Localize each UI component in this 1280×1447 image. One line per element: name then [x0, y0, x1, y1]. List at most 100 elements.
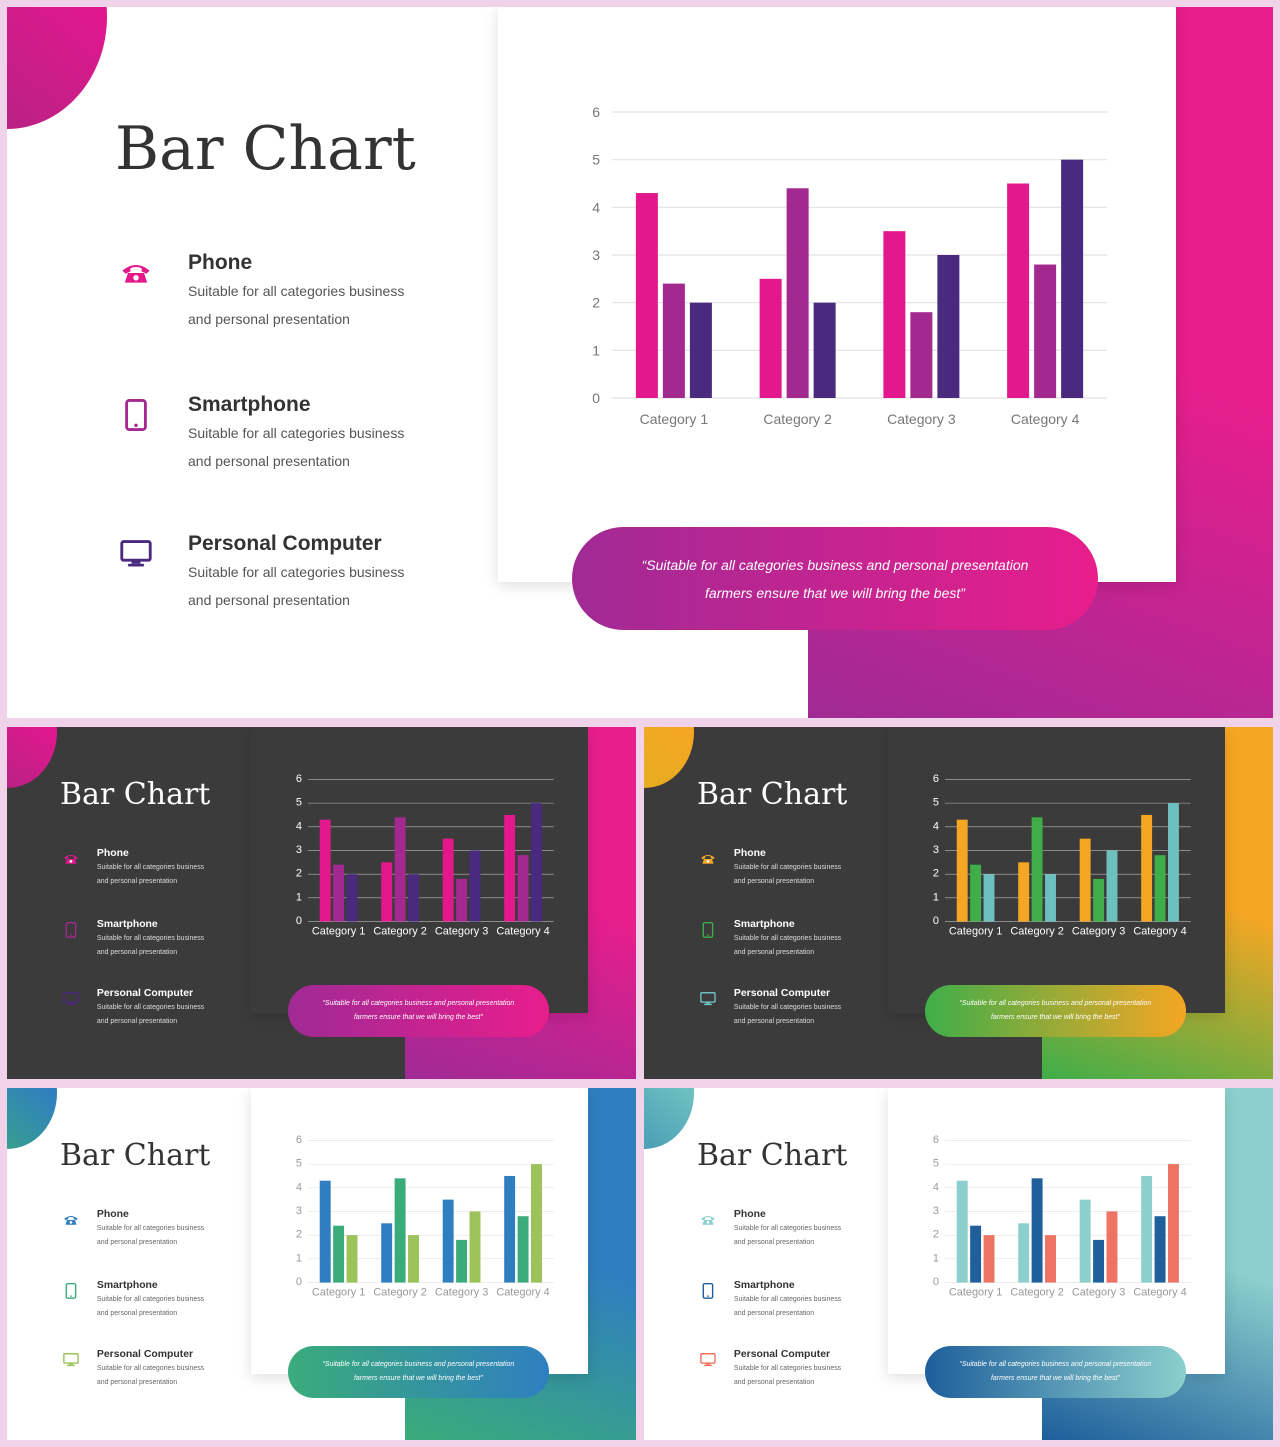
bar [689, 302, 712, 398]
bar [469, 1211, 481, 1283]
y-tick-label: 0 [296, 915, 302, 927]
x-tick-label: Category 4 [1133, 925, 1186, 937]
y-tick-label: 6 [933, 773, 939, 785]
bar [969, 864, 981, 922]
bar [394, 817, 406, 922]
bar [442, 1199, 454, 1283]
feature-description-line-1: Suitable for all categories business [96, 1364, 205, 1372]
y-tick-label: 6 [933, 1134, 939, 1146]
bar [346, 1234, 358, 1283]
feature-name: Phone [188, 251, 253, 274]
quote-pill: “Suitable for all categories business an… [287, 1346, 550, 1398]
corner-circle [7, 1088, 57, 1149]
feature-description-line-1: Suitable for all categories business [96, 1003, 205, 1011]
bar [380, 1223, 392, 1283]
slide-title: Bar Chart [115, 114, 416, 184]
bar [1061, 159, 1084, 398]
x-tick-label: Category 2 [1010, 925, 1063, 937]
y-tick-label: 5 [592, 152, 600, 168]
feature-name: Smartphone [733, 1279, 795, 1291]
y-tick-label: 4 [933, 1181, 939, 1193]
quote-line-1: “Suitable for all categories business an… [322, 1000, 515, 1008]
bar-chart: 0 1 2 3 4 5 6 Category 1 Category 2 Category 3 Cat… [933, 1134, 1191, 1298]
quote-pill: “Suitable for all categories business an… [572, 527, 1098, 630]
feature-description-line-2: and personal presentation [96, 948, 178, 956]
y-tick-label: 6 [592, 104, 600, 120]
bar [1092, 1239, 1104, 1283]
feature-description-line-1: Suitable for all categories business [733, 1295, 842, 1303]
y-tick-label: 2 [592, 295, 600, 311]
y-tick-label: 0 [933, 1276, 939, 1288]
feature-description-line-2: and personal presentation [96, 1239, 178, 1247]
slide-title: Bar Chart [697, 777, 848, 812]
bar [1154, 854, 1166, 922]
y-tick-label: 3 [296, 1205, 302, 1217]
feature-name: Personal Computer [96, 1348, 194, 1360]
y-tick-label: 1 [592, 342, 600, 358]
bar [1092, 878, 1104, 922]
y-tick-label: 2 [296, 1228, 302, 1240]
monitor-icon [63, 1352, 79, 1368]
x-tick-label: Category 2 [373, 1286, 426, 1298]
bar [662, 283, 685, 398]
y-tick-label: 1 [296, 1252, 302, 1264]
quote-line-2: farmers ensure that we will bring the be… [353, 1374, 483, 1382]
bar [503, 814, 515, 922]
bar [332, 1225, 344, 1283]
x-tick-label: Category 1 [640, 411, 709, 427]
bar [1167, 802, 1179, 922]
slide-title: Bar Chart [60, 1138, 211, 1173]
feature-description-line-1: Suitable for all categories business [96, 1225, 205, 1233]
feature-description-line-2: and personal presentation [733, 948, 815, 956]
quote-line-2: farmers ensure that we will bring the be… [705, 584, 965, 601]
feature-description-line-2: and personal presentation [733, 1017, 815, 1025]
quote-pill: “Suitable for all categories business an… [924, 985, 1187, 1037]
phone-icon [63, 1212, 79, 1228]
bar [786, 188, 809, 398]
feature-description-line-1: Suitable for all categories business [733, 1364, 842, 1372]
bar [956, 1180, 968, 1283]
y-tick-label: 5 [296, 796, 302, 808]
smartphone-icon [63, 1282, 79, 1299]
bar-chart: 0 1 2 3 4 5 6 Category 1 Category 2 Category 3 Cat… [933, 773, 1191, 937]
bar [1007, 183, 1030, 398]
feature-name: Smartphone [96, 918, 158, 930]
phone-icon [700, 1212, 716, 1228]
feature-description-line-1: Suitable for all categories business [96, 1295, 205, 1303]
quote-line-2: farmers ensure that we will bring the be… [990, 1374, 1120, 1382]
bar-chart: 0 1 2 3 4 5 6 Category 1 Category 2 Category 3 Cat… [296, 773, 554, 937]
bar [1167, 1163, 1179, 1283]
y-tick-label: 3 [933, 844, 939, 856]
slide-2: Bar Chart Phone Suitable for all categorie… [7, 727, 636, 1079]
x-tick-label: Category 3 [435, 925, 488, 937]
y-tick-label: 5 [933, 1157, 939, 1169]
feature-description-line-1: Suitable for all categories business [96, 934, 205, 942]
phone-icon [700, 851, 716, 867]
quote-line-1: “Suitable for all categories business an… [322, 1361, 515, 1369]
x-tick-label: Category 4 [496, 925, 549, 937]
bar [1079, 1199, 1091, 1283]
bar [983, 1234, 995, 1283]
y-tick-label: 3 [592, 247, 600, 263]
x-tick-label: Category 4 [1133, 1286, 1186, 1298]
feature-description-line-2: and personal presentation [733, 1309, 815, 1317]
bar [1154, 1215, 1166, 1283]
feature-description-line-2: and personal presentation [188, 592, 350, 608]
monitor-icon [700, 991, 716, 1007]
corner-circle [7, 727, 57, 788]
quote-pill: “Suitable for all categories business an… [924, 1346, 1187, 1398]
bar [1034, 264, 1057, 398]
feature-description-line-1: Suitable for all categories business [188, 425, 405, 441]
bar [969, 1225, 981, 1283]
quote-line-2: farmers ensure that we will bring the be… [990, 1013, 1120, 1021]
feature-name: Personal Computer [733, 1348, 831, 1360]
x-tick-label: Category 1 [949, 925, 1002, 937]
y-tick-label: 4 [296, 1181, 302, 1193]
y-tick-label: 1 [933, 1252, 939, 1264]
bar [455, 1239, 467, 1283]
quote-pill: “Suitable for all categories business an… [287, 985, 550, 1037]
y-tick-label: 6 [296, 1134, 302, 1146]
slide-3: Bar Chart Phone Suitable for all categorie… [644, 727, 1273, 1079]
smartphone-icon [120, 399, 152, 431]
feature-description-line-1: Suitable for all categories business [733, 1225, 842, 1233]
